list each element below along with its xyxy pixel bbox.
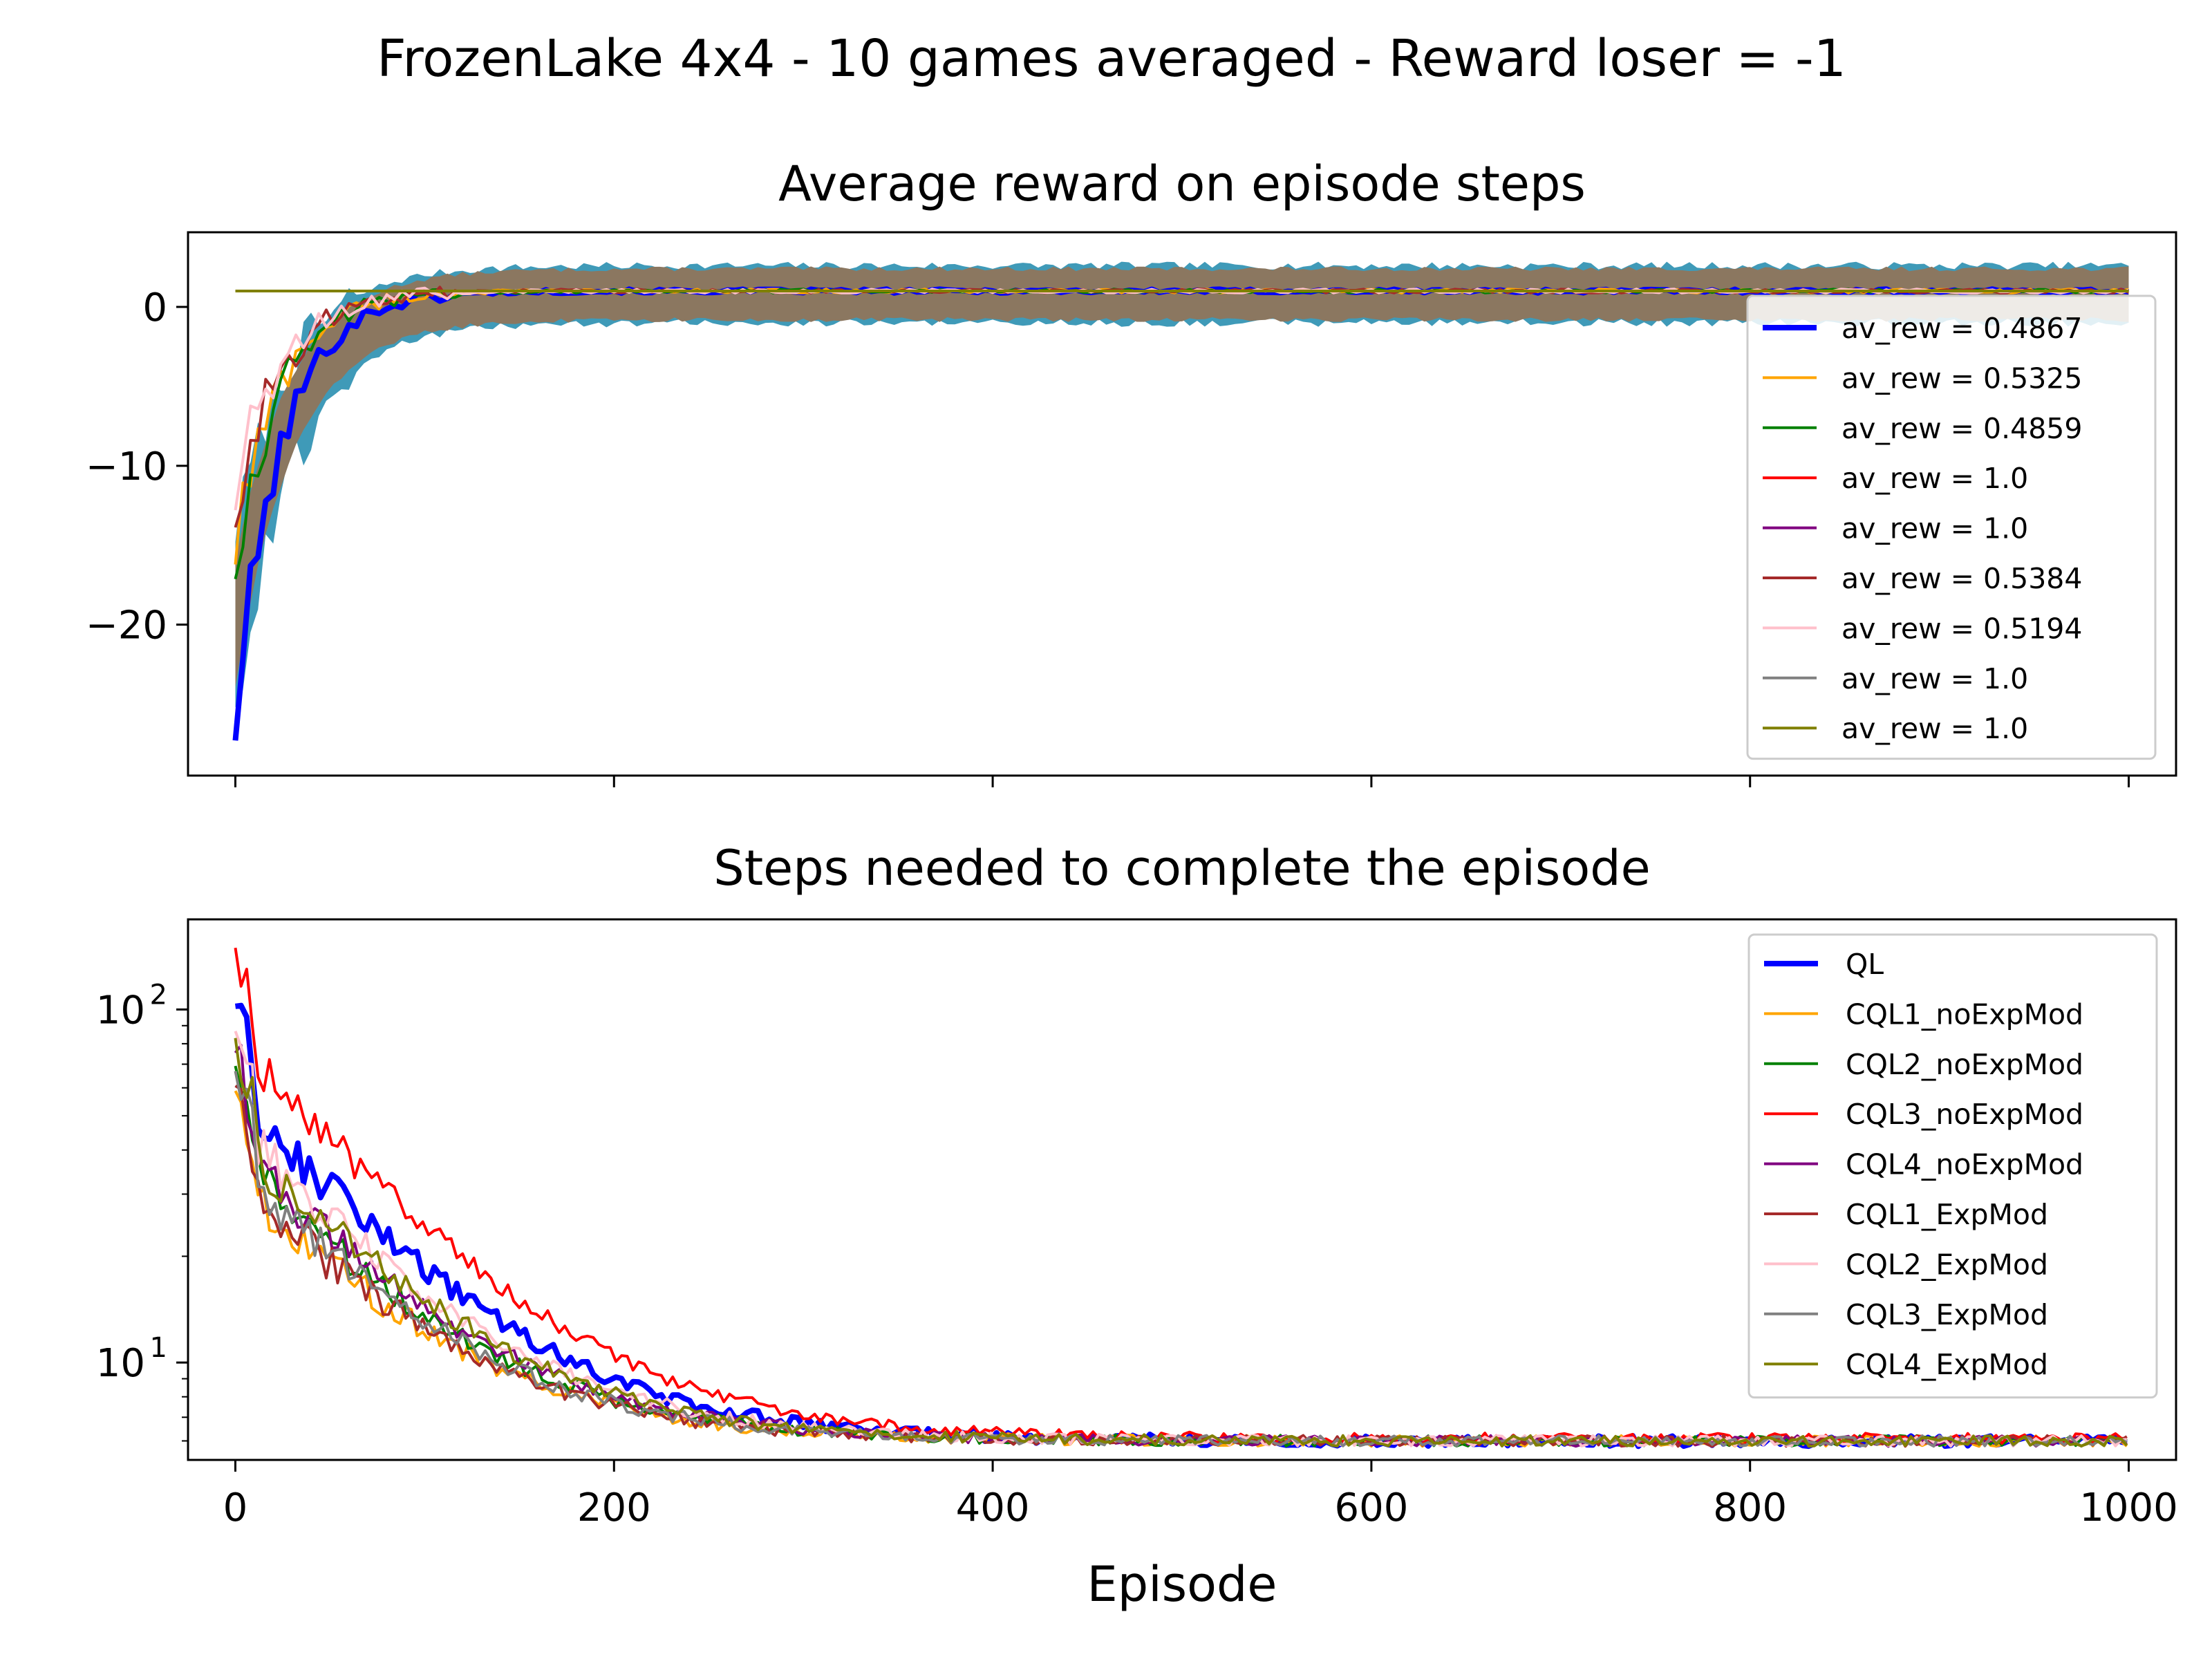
- steps-legend-label-7: CQL2_ExpMod: [1846, 1248, 2048, 1281]
- reward-y-tick-label-2: −20: [86, 603, 167, 648]
- reward-legend-label-2: av_rew = 0.5325: [1841, 362, 2082, 395]
- steps-legend-box: [1747, 933, 2158, 1399]
- steps-x-tick-label-0: 0: [223, 1485, 248, 1530]
- steps-x-axis-label: Episode: [1087, 1556, 1277, 1613]
- reward-y-tick-label-1: −10: [86, 444, 167, 489]
- reward-legend-label-6: av_rew = 0.5384: [1841, 562, 2082, 595]
- steps-axes-frame: [187, 918, 2177, 1461]
- reward-subplot: Average reward on episode steps 0−10−20 …: [86, 156, 2177, 787]
- reward-subplot-title: Average reward on episode steps: [778, 156, 1586, 212]
- steps-legend-label-5: CQL4_noExpMod: [1846, 1148, 2083, 1181]
- steps-legend-label-6: CQL1_ExpMod: [1846, 1198, 2048, 1231]
- steps-x-tick-label-200: 200: [577, 1485, 651, 1530]
- steps-legend-label-9: CQL4_ExpMod: [1846, 1348, 2048, 1381]
- steps-legend-label-2: CQL1_noExpMod: [1846, 997, 2083, 1031]
- steps-series-line-9: [234, 1038, 2128, 1448]
- steps-subplot: Steps needed to complete the episode 0 20…: [96, 840, 2178, 1613]
- reward-legend-label-1: av_rew = 0.4867: [1841, 312, 2082, 345]
- steps-y-tick-exponent-10: 1: [150, 1332, 167, 1364]
- reward-axes-frame: [187, 231, 2177, 777]
- reward-legend: av_rew = 0.4867 av_rew = 0.5325 av_rew = 0…: [1746, 294, 2157, 760]
- steps-legend-label-8: CQL3_ExpMod: [1846, 1298, 2048, 1331]
- reward-legend-label-3: av_rew = 0.4859: [1841, 412, 2082, 445]
- steps-legend-label-1: QL: [1846, 948, 1884, 981]
- steps-y-tick-exponent-100: 2: [150, 979, 167, 1011]
- steps-y-tick-label-100: 10: [96, 988, 145, 1033]
- steps-legend: QL CQL1_noExpMod CQL2_noExpMod CQL3_noExpMo…: [1747, 933, 2158, 1399]
- steps-x-tick-label-600: 600: [1334, 1485, 1408, 1530]
- reward-legend-label-4: av_rew = 1.0: [1841, 462, 2028, 495]
- steps-x-tick-label-800: 800: [1713, 1485, 1787, 1530]
- reward-legend-box: [1746, 294, 2157, 760]
- reward-axis-ticks: 0 −10 −20: [86, 285, 2130, 787]
- steps-series-line-8: [234, 1071, 2128, 1448]
- steps-legend-label-4: CQL3_noExpMod: [1846, 1098, 2083, 1131]
- steps-x-tick-label-1000: 1000: [2079, 1485, 2178, 1530]
- steps-series-line-7: [234, 1031, 2127, 1448]
- figure-suptitle: FrozenLake 4x4 - 10 games averaged - Rew…: [377, 29, 1846, 88]
- steps-x-tick-label-400: 400: [956, 1485, 1030, 1530]
- steps-plot-area: [234, 947, 2128, 1450]
- reward-legend-label-5: av_rew = 1.0: [1841, 512, 2028, 545]
- reward-legend-label-9: av_rew = 1.0: [1841, 712, 2028, 745]
- steps-y-tick-label-10: 10: [96, 1341, 145, 1386]
- reward-y-tick-label-0: 0: [142, 285, 167, 330]
- steps-subplot-title: Steps needed to complete the episode: [713, 840, 1650, 897]
- reward-legend-label-8: av_rew = 1.0: [1841, 662, 2028, 695]
- steps-legend-label-3: CQL2_noExpMod: [1846, 1048, 2083, 1081]
- reward-legend-label-7: av_rew = 0.5194: [1841, 612, 2082, 645]
